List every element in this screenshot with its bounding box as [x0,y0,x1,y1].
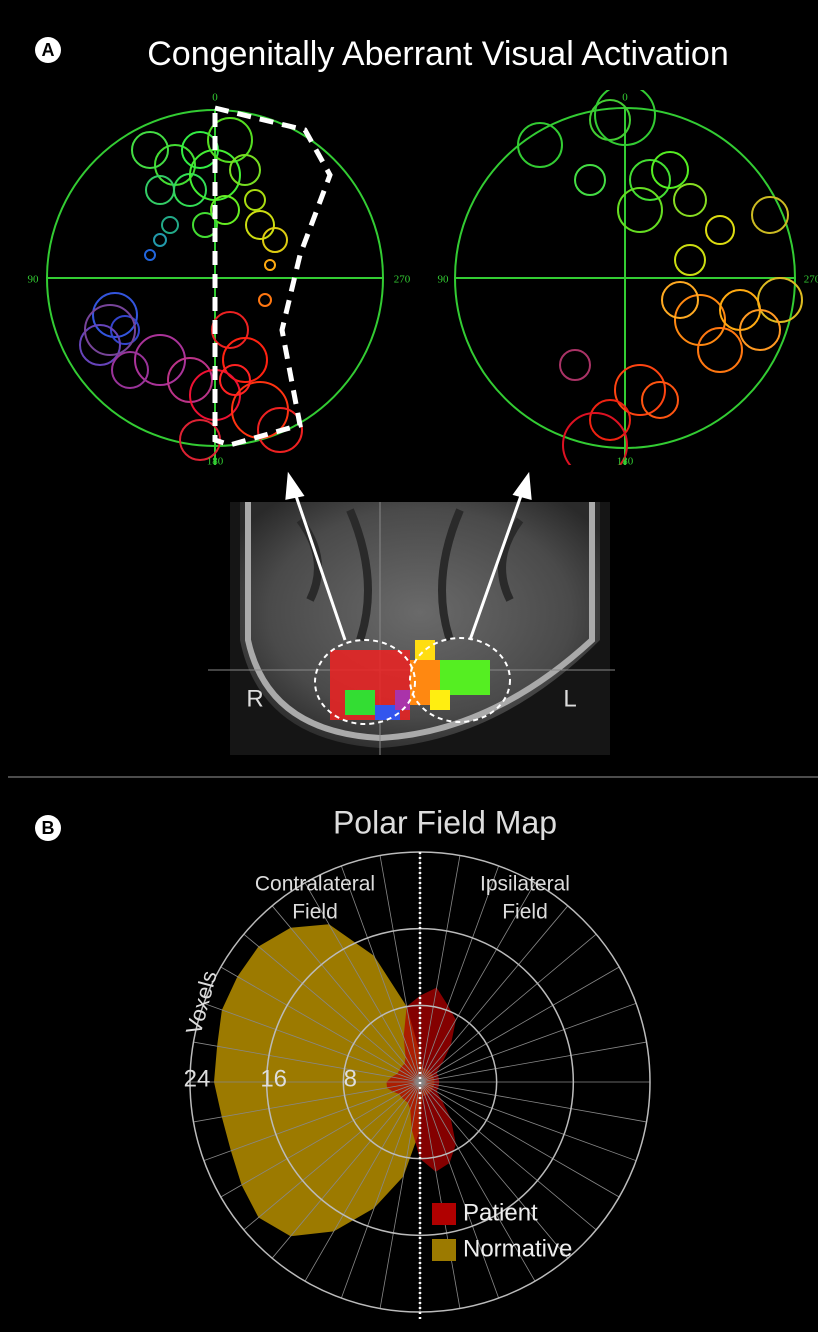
spoke [419,1081,536,1282]
annotation: Ipsilateral [480,873,570,896]
spoke [203,1081,421,1162]
prf-plot-left [46,104,384,465]
spoke [271,905,421,1083]
annotation: Contralateral [255,873,375,896]
spoke [419,933,597,1083]
r-tick-label: 8 [344,1065,357,1092]
panel-title: Congenitally Aberrant Visual Activation [147,35,729,73]
spoke [419,1081,620,1198]
spoke [243,1081,421,1231]
brain-slice [208,502,615,755]
spoke [419,1081,637,1162]
spoke [419,1081,647,1123]
r-tick-label: 24 [184,1065,211,1092]
spoke [379,1081,421,1309]
spoke [220,1081,421,1198]
spoke [340,1081,421,1299]
spoke [419,1081,500,1299]
spoke [419,882,536,1083]
plot-label: 0 [212,92,218,104]
plot-label: 180 [207,456,224,468]
spoke [340,865,421,1083]
spoke [193,1041,421,1083]
plot-label: 270 [804,274,818,286]
spoke [419,905,569,1083]
legend-label: Patient [463,1199,538,1226]
spoke [419,1081,597,1231]
prf-plot-right [454,90,803,465]
spoke [419,865,500,1083]
spoke [419,1002,637,1083]
annotation: Field [292,901,338,924]
badge-circle [35,815,61,841]
spoke [419,1041,647,1083]
plot-label: 90 [28,274,40,286]
polar-chart: 81624VoxelsContralateralFieldIpsilateral… [181,851,651,1322]
spoke [419,1081,461,1309]
badge: B [42,818,55,838]
spoke [304,1081,421,1282]
series-area [214,924,435,1237]
side-label: L [563,685,576,712]
spoke [419,966,620,1083]
r-tick-label: 16 [260,1065,287,1092]
chart-title: Polar Field Map [333,804,557,840]
annotation: Field [502,901,548,924]
spoke [271,1081,421,1259]
legend-swatch [432,1203,456,1225]
badge-circle [35,37,61,63]
legend-swatch [432,1239,456,1261]
plot-label: 90 [438,274,450,286]
legend-label: Normative [463,1235,572,1262]
spoke [304,882,421,1083]
spoke [193,1081,421,1123]
spoke [419,1081,569,1259]
spoke [243,933,421,1083]
plot-label: 0 [622,92,628,104]
plot-label: 180 [617,456,634,468]
spoke [419,855,461,1083]
side-label: R [246,685,263,712]
arrows [285,471,532,641]
plot-label: 270 [394,274,411,286]
spoke [220,966,421,1083]
spoke [203,1002,421,1083]
badge: A [42,40,55,60]
spoke [379,855,421,1083]
